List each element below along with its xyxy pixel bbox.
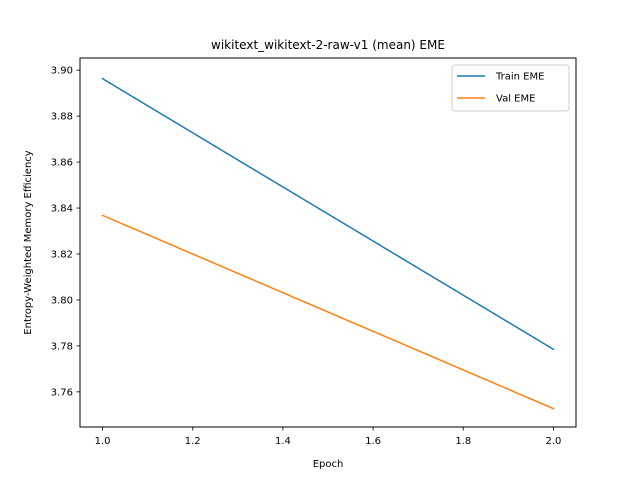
x-axis-label: Epoch <box>313 459 344 470</box>
chart-title: wikitext_wikitext-2-raw-v1 (mean) EME <box>211 38 445 52</box>
legend-label-2: Val EME <box>496 94 535 105</box>
x-tick-label: 1.4 <box>275 436 291 447</box>
y-axis: 3.76 3.78 3.80 3.82 3.84 3.86 3.88 3.90 <box>51 66 80 398</box>
y-tick-label: 3.88 <box>51 112 73 123</box>
x-tick-label: 1.6 <box>365 436 381 447</box>
series-line-1 <box>101 77 555 351</box>
legend-label-1: Train EME <box>495 72 544 83</box>
y-axis-label: Entropy-Weighted Memory Efficiency <box>23 150 34 334</box>
legend: Train EME Val EME <box>451 64 570 112</box>
plot-area <box>101 77 555 410</box>
y-tick-label: 3.78 <box>51 341 73 352</box>
y-tick-label: 3.86 <box>51 158 73 169</box>
x-tick-label: 2.0 <box>546 436 562 447</box>
x-tick-label: 1.0 <box>95 436 111 447</box>
y-tick-label: 3.76 <box>51 387 73 398</box>
series-line-2 <box>101 214 555 410</box>
x-axis: 1.0 1.2 1.4 1.6 1.8 2.0 <box>95 427 562 447</box>
axes-frame <box>79 57 577 428</box>
y-tick-label: 3.80 <box>51 295 73 306</box>
y-tick-label: 3.84 <box>51 204 73 215</box>
x-tick-label: 1.8 <box>455 436 471 447</box>
x-tick-label: 1.2 <box>185 436 201 447</box>
y-tick-label: 3.82 <box>51 249 73 260</box>
y-tick-label: 3.90 <box>51 66 73 77</box>
